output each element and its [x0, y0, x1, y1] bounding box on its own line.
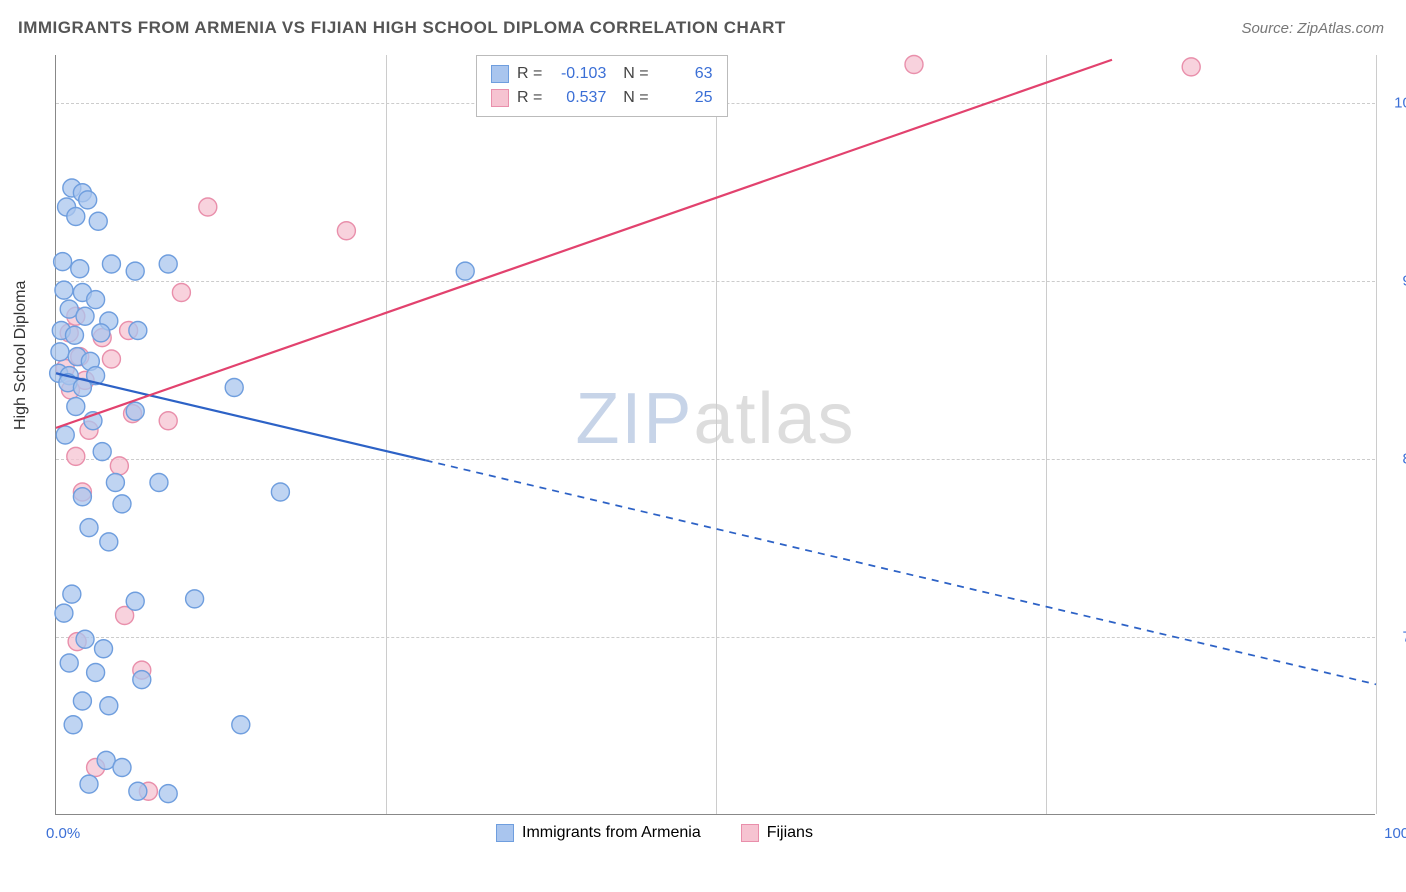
data-point	[73, 488, 91, 506]
data-point	[271, 483, 289, 501]
y-tick: 100.0%	[1385, 94, 1406, 111]
data-point	[337, 222, 355, 240]
data-point	[159, 255, 177, 273]
data-point	[126, 262, 144, 280]
data-point	[55, 281, 73, 299]
data-point	[150, 474, 168, 492]
x-tick-right: 100.0%	[1384, 825, 1406, 842]
chart-title: IMMIGRANTS FROM ARMENIA VS FIJIAN HIGH S…	[18, 18, 786, 38]
data-point	[51, 343, 69, 361]
legend-swatch-1	[491, 89, 509, 107]
data-point	[67, 447, 85, 465]
data-point	[113, 759, 131, 777]
data-point	[56, 426, 74, 444]
legend-bottom-label-0: Immigrants from Armenia	[522, 824, 701, 842]
stat-n-label: N =	[614, 89, 648, 107]
data-point	[102, 350, 120, 368]
legend-stats-row-1: R = 0.537 N = 25	[491, 86, 713, 110]
data-point	[65, 326, 83, 344]
plot-area: ZIPatlas R = -0.103 N = 63 R = 0.537 N =…	[55, 55, 1375, 815]
data-point	[67, 398, 85, 416]
y-tick: 77.5%	[1385, 628, 1406, 645]
data-point	[100, 533, 118, 551]
data-point	[100, 697, 118, 715]
data-point	[102, 255, 120, 273]
data-point	[172, 284, 190, 302]
data-point	[126, 402, 144, 420]
y-axis-label: High School Diploma	[12, 281, 30, 430]
legend-item-0: Immigrants from Armenia	[496, 824, 701, 842]
data-point	[87, 664, 105, 682]
stat-r-label: R =	[517, 65, 542, 83]
data-point	[60, 654, 78, 672]
data-point	[133, 671, 151, 689]
data-point	[76, 630, 94, 648]
data-point	[106, 474, 124, 492]
data-point	[80, 775, 98, 793]
y-tick: 92.5%	[1385, 272, 1406, 289]
stat-n-0: 63	[657, 65, 713, 83]
data-point	[54, 253, 72, 271]
stat-r-1: 0.537	[550, 89, 606, 107]
data-point	[80, 519, 98, 537]
stat-n-1: 25	[657, 89, 713, 107]
data-point	[110, 457, 128, 475]
data-point	[186, 590, 204, 608]
data-point	[67, 208, 85, 226]
legend-bottom: Immigrants from Armenia Fijians	[496, 824, 813, 842]
stat-r-label: R =	[517, 89, 542, 107]
data-point	[129, 322, 147, 340]
trend-line	[426, 460, 1376, 684]
data-point	[905, 56, 923, 74]
data-point	[159, 412, 177, 430]
stat-n-label: N =	[614, 65, 648, 83]
data-point	[73, 692, 91, 710]
legend-stats-row-0: R = -0.103 N = 63	[491, 62, 713, 86]
scatter-svg	[56, 55, 1375, 814]
data-point	[113, 495, 131, 513]
x-tick-left: 0.0%	[46, 825, 80, 842]
data-point	[129, 782, 147, 800]
data-point	[225, 379, 243, 397]
legend-bottom-label-1: Fijians	[767, 824, 813, 842]
data-point	[159, 785, 177, 803]
data-point	[1182, 58, 1200, 76]
data-point	[89, 212, 107, 230]
data-point	[95, 640, 113, 658]
data-point	[126, 592, 144, 610]
legend-bottom-swatch-1	[741, 824, 759, 842]
data-point	[79, 191, 97, 209]
data-point	[87, 291, 105, 309]
data-point	[71, 260, 89, 278]
legend-item-1: Fijians	[741, 824, 813, 842]
data-point	[92, 324, 110, 342]
source-label: Source: ZipAtlas.com	[1241, 20, 1384, 37]
stat-r-0: -0.103	[550, 65, 606, 83]
data-point	[55, 604, 73, 622]
data-point	[199, 198, 217, 216]
data-point	[456, 262, 474, 280]
legend-bottom-swatch-0	[496, 824, 514, 842]
legend-stats: R = -0.103 N = 63 R = 0.537 N = 25	[476, 55, 728, 117]
data-point	[63, 585, 81, 603]
data-point	[64, 716, 82, 734]
legend-swatch-0	[491, 65, 509, 83]
data-point	[93, 443, 111, 461]
data-point	[232, 716, 250, 734]
y-tick: 85.0%	[1385, 450, 1406, 467]
data-point	[76, 307, 94, 325]
